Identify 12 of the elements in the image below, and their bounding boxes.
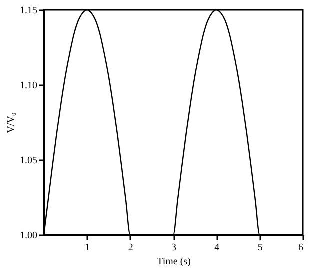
y-axis-title: V/V₀ xyxy=(6,112,17,134)
x-tick-label: 4 xyxy=(214,242,220,254)
y-tick-label: 1.05 xyxy=(20,156,38,166)
x-tick-label: 6 xyxy=(298,242,304,254)
y-tick-label: 1.00 xyxy=(20,230,38,242)
y-tick-label: 1.10 xyxy=(20,80,38,92)
x-tick-label: 5 xyxy=(258,242,263,254)
x-tick-label: 1 xyxy=(85,242,90,254)
x-tick-label: 3 xyxy=(172,242,176,254)
x-tick-label: 2 xyxy=(128,242,134,254)
x-axis-title: Time (s) xyxy=(157,256,191,268)
y-tick-label: 1.15 xyxy=(20,6,38,16)
